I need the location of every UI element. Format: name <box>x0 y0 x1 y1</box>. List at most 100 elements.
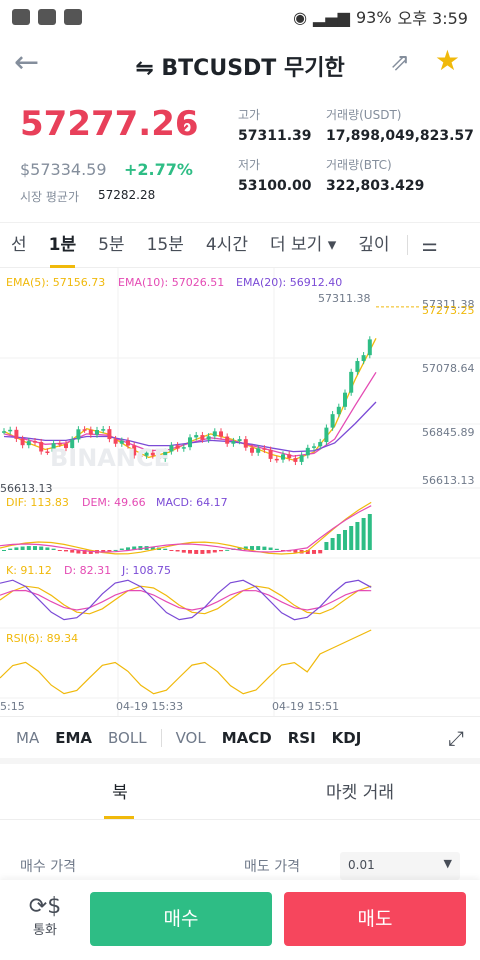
macd-bar <box>349 526 354 550</box>
candle-body <box>256 448 261 453</box>
sell-price-label: 매도 가격 <box>244 859 300 875</box>
macd-bar <box>138 546 143 550</box>
macd-bar <box>268 547 273 550</box>
macd-bar <box>64 550 68 552</box>
convert-label: 통화 <box>33 923 57 938</box>
macd-bar <box>200 550 205 554</box>
macd-bar <box>107 550 112 552</box>
divider <box>406 235 408 255</box>
candle-body <box>336 406 341 415</box>
candle-body <box>287 454 292 459</box>
macd-bar <box>163 548 168 550</box>
macd-bar <box>51 548 56 550</box>
interval-tabs: 선 1분 5분 15분 4시간 더 보기 ▾ 깊이 ⚌ <box>0 222 480 268</box>
candle-body <box>76 429 81 440</box>
indicator-rsi[interactable]: RSI <box>287 728 316 747</box>
candle-body <box>39 442 44 452</box>
share-icon[interactable]: ⇗ <box>389 48 410 76</box>
candle-body <box>51 443 56 452</box>
macd-bar <box>367 514 372 550</box>
candle-body <box>101 429 106 431</box>
candle-body <box>26 441 31 446</box>
bottom-action-bar: ⟳$ 통화 매수 매도 <box>0 880 480 960</box>
indicator-boll[interactable]: BOLL <box>108 728 147 747</box>
indicator-macd[interactable]: MACD <box>221 728 272 747</box>
time-axis-label: 5:15 <box>0 700 25 713</box>
macd-bar <box>150 546 155 550</box>
candle-body <box>144 452 149 456</box>
candle-body <box>157 455 161 459</box>
candle-body <box>250 447 254 453</box>
watermark: BINANCE <box>50 444 170 472</box>
indicator-kdj[interactable]: KDJ <box>331 728 362 747</box>
macd-bar <box>305 550 310 554</box>
candlestick-chart[interactable]: EMA(5): 57156.73 EMA(10): 57026.51 EMA(2… <box>0 268 480 716</box>
tab-line[interactable]: 선 <box>11 235 27 255</box>
macd-bar <box>181 550 186 553</box>
volume-usdt-label: 거래량(USDT) <box>326 108 402 122</box>
macd-bar <box>281 550 285 551</box>
chart-canvas[interactable] <box>0 268 480 716</box>
macd-bar <box>20 546 25 550</box>
convert-button[interactable]: ⟳$ 통화 <box>20 894 70 938</box>
candle-body <box>57 443 62 445</box>
indicator-ema[interactable]: EMA <box>55 728 92 747</box>
candle-body <box>113 439 118 444</box>
time-axis-label: 04-19 15:51 <box>272 700 340 713</box>
candle-body <box>82 429 87 431</box>
divider <box>160 728 162 747</box>
candle-body <box>237 439 242 442</box>
tab-market-trades[interactable]: 마켓 거래 <box>326 783 394 803</box>
candle-body <box>343 392 347 407</box>
tab-1min[interactable]: 1분 <box>38 222 87 268</box>
sell-button[interactable]: 매도 <box>284 892 466 946</box>
candle-body <box>324 427 329 443</box>
candle-body <box>206 436 211 440</box>
candle-body <box>268 449 273 459</box>
tab-more[interactable]: 더 보기 ▾ <box>269 235 337 255</box>
tab-5min[interactable]: 5분 <box>98 235 125 255</box>
wifi-icon: ◉ <box>293 7 308 27</box>
tab-4hour[interactable]: 4시간 <box>205 235 248 255</box>
candle-body <box>64 443 68 449</box>
back-arrow-icon[interactable]: ← <box>14 45 40 80</box>
kdj-j-line <box>0 579 372 621</box>
macd-bar <box>2 550 6 551</box>
candle-body <box>181 447 186 449</box>
macd-bar <box>188 550 192 554</box>
candle-body <box>194 435 199 438</box>
low-value: 53100.00 <box>238 178 312 194</box>
tab-depth[interactable]: 깊이 <box>358 235 390 255</box>
macd-bar <box>126 547 130 550</box>
macd-bar <box>262 546 267 550</box>
indicator-ma[interactable]: MA <box>16 728 40 747</box>
macd-bar <box>293 550 298 553</box>
avg-price-value: 57282.28 <box>98 188 156 202</box>
macd-bar <box>14 547 19 550</box>
fullscreen-icon[interactable]: ⤢ <box>448 725 464 750</box>
kdj-k-label: K: 91.12 <box>6 564 52 577</box>
macd-bar <box>336 534 341 550</box>
precision-value: 0.01 <box>348 858 375 872</box>
macd-bar <box>101 550 106 553</box>
price-axis-label: 56613.13 <box>422 474 475 487</box>
candle-body <box>293 458 298 462</box>
candle-body <box>225 436 230 444</box>
indicator-vol[interactable]: VOL <box>175 728 206 747</box>
candle-body <box>305 447 310 456</box>
price-summary: 57277.26 ↓ $57334.59 +2.77% 시장 평균가 57282… <box>0 92 480 212</box>
kdj-k-line <box>0 585 372 615</box>
buy-button[interactable]: 매수 <box>90 892 272 946</box>
favorite-star-icon[interactable]: ★ <box>434 44 460 77</box>
chart-settings-icon[interactable]: ⚌ <box>421 234 438 256</box>
macd-bar <box>312 550 316 554</box>
candle-body <box>138 455 143 457</box>
tab-order-book[interactable]: 북 <box>0 770 240 819</box>
tab-15min[interactable]: 15분 <box>146 235 184 255</box>
candle-body <box>107 429 112 440</box>
page-title[interactable]: ⇋ BTCUSDT 무기한 <box>135 56 345 81</box>
rsi-label: RSI(6): 89.34 <box>6 632 79 645</box>
macd-bar <box>169 550 174 551</box>
precision-select[interactable]: 0.01 ▼ <box>340 852 460 880</box>
gallery-icon <box>38 9 56 25</box>
